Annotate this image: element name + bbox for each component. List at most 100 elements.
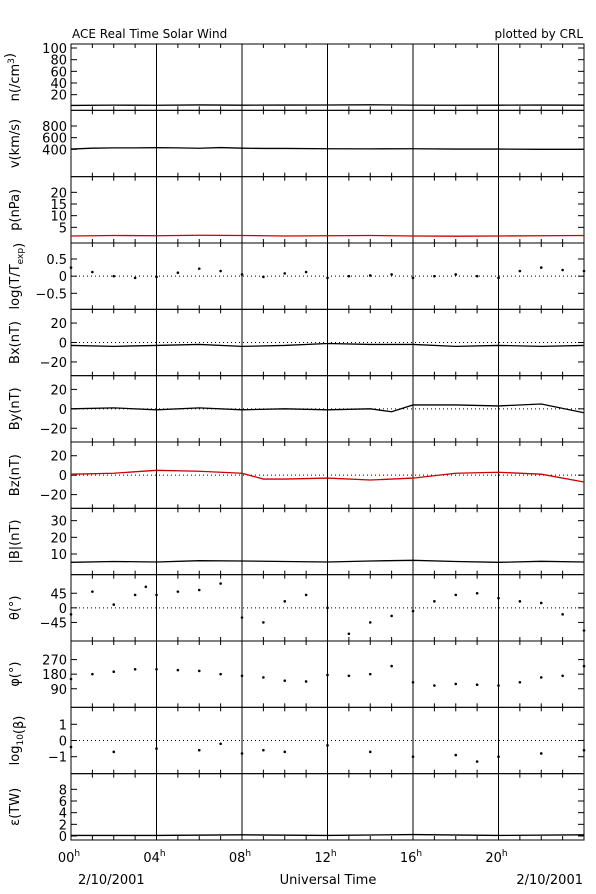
y-axis-label: log10(β) [8,716,27,766]
y-tick-label: −20 [40,422,67,437]
data-point [561,268,564,272]
data-point [368,274,372,277]
data-point [454,753,458,757]
data-point [197,669,201,673]
data-point [219,672,222,676]
data-point [69,266,73,269]
data-point [112,670,116,674]
y-tick-label: 0 [59,337,67,352]
data-point [326,673,329,677]
series-line-Bx [70,342,585,348]
data-point [240,674,244,678]
y-tick-label: 180 [42,668,67,683]
data-point [91,672,94,676]
y-axis-label: ε(TW) [8,788,23,826]
y-axis-label: |B|(nT) [8,519,23,563]
data-point [368,621,372,624]
y-tick-label: 0 [59,403,67,418]
x-tick-label: 12h [314,849,336,866]
y-tick-label: 0 [59,270,67,285]
y-axis-label: v(km/s) [8,119,23,168]
data-point [304,680,308,683]
chart-credit: plotted by CRL [495,27,584,41]
series-line-By [70,403,585,414]
date-left: 2/10/2001 [78,873,145,888]
data-point [176,590,180,593]
data-point [283,750,287,754]
y-tick-label: 20 [50,450,67,465]
y-tick-label: 0 [59,602,67,617]
y-tick-label: −1 [48,751,67,766]
y-tick-label: −20 [40,356,67,371]
data-point [368,750,372,754]
data-point [155,593,158,597]
data-point [539,601,543,605]
y-tick-label: 60 [50,65,67,80]
y-tick-label: 10 [50,548,67,563]
y-tick-label: 80 [50,54,67,69]
y-tick-label: 0.5 [46,253,67,268]
date-right: 2/10/2001 [516,873,583,888]
y-tick-label: 0 [59,469,67,484]
y-tick-label: 20 [50,89,67,104]
data-point [518,269,522,273]
x-tick-label: 04h [143,849,165,866]
y-tick-label: 5 [59,221,67,236]
y-tick-label: 20 [50,186,67,201]
data-point [133,668,137,671]
data-point [347,274,351,278]
data-point [411,609,415,613]
data-point [219,742,222,746]
chart-title: ACE Real Time Solar Wind [72,27,227,41]
data-point [283,272,287,275]
data-point [112,274,116,278]
data-point [497,755,500,759]
data-point [582,748,586,752]
y-axis-label: p(nPa) [8,189,23,231]
data-point [91,270,94,274]
data-point [197,588,201,592]
y-tick-label: −45 [40,616,67,631]
y-axis-label: log(T/Texp) [8,243,27,310]
series-line-B [70,559,585,563]
data-point [475,683,479,686]
data-point [304,593,308,597]
x-tick-label: 08h [229,849,251,866]
y-axis-label: Bz(nT) [8,454,23,496]
data-point [539,266,543,269]
y-tick-label: 40 [50,77,67,92]
data-point [433,274,436,278]
data-point [582,269,586,273]
y-tick-label: 20 [50,383,67,398]
data-point [326,276,329,280]
data-point [539,676,543,679]
data-point [475,591,479,595]
series-line-Bz [70,469,585,483]
data-point [454,593,458,597]
data-point [582,664,586,668]
series-line-p [70,234,585,237]
data-point [433,684,436,687]
data-point [69,613,73,616]
data-point [497,276,500,280]
data-point [262,275,265,279]
data-point [197,267,201,270]
y-tick-label: 800 [42,120,67,135]
data-point [219,582,222,585]
data-point [197,748,201,752]
data-point [304,270,308,274]
data-point [390,614,393,618]
data-point [411,680,415,684]
data-point [390,664,393,668]
data-point [262,621,265,624]
panel-Bz: −20 0 20 Bz(nT) [8,441,585,509]
data-point [262,748,265,752]
y-tick-label: 90 [50,683,67,698]
data-point [433,600,436,603]
data-point [368,672,372,676]
x-tick-label: 20h [485,849,507,866]
series-line-v [70,146,584,150]
y-axis-label: φ(°) [8,662,23,687]
